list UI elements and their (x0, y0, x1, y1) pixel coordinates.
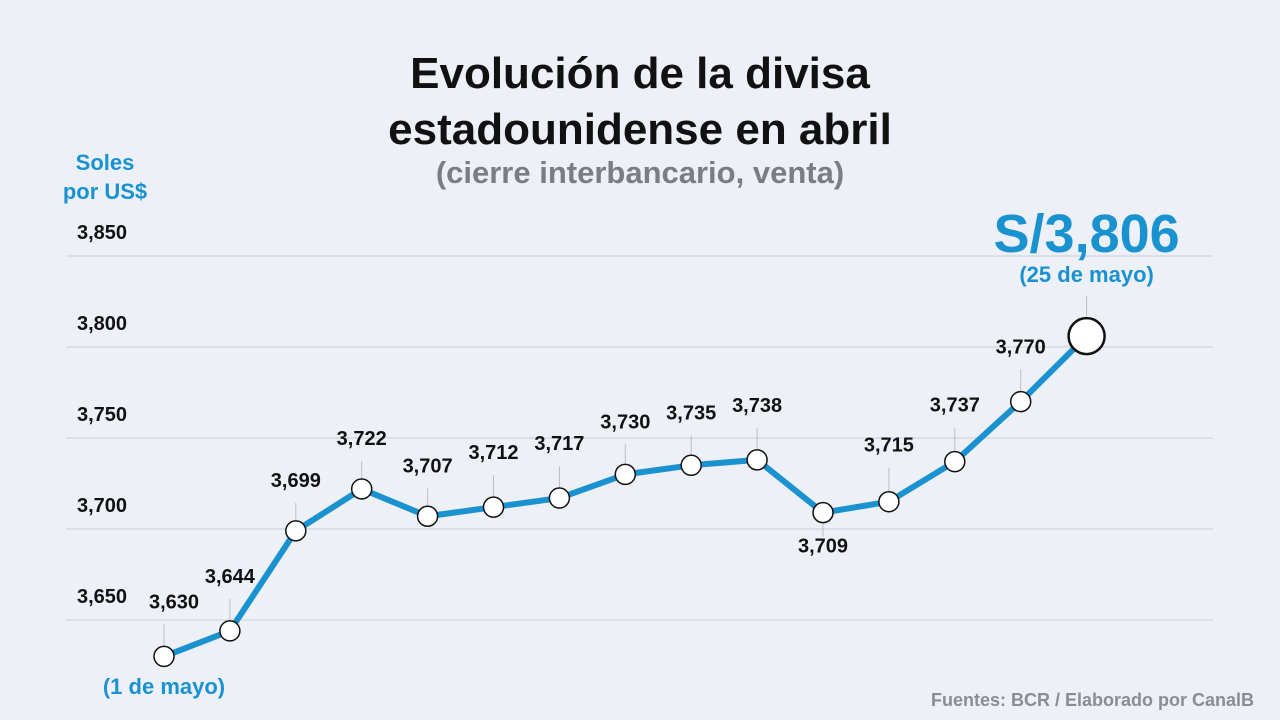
data-point (416, 505, 439, 528)
data-point (944, 450, 966, 473)
y-tick-label: 3,800 (77, 313, 127, 335)
data-label: 3,735 (666, 402, 716, 424)
data-label: 3,630 (149, 591, 199, 613)
start-date-label: (1 de mayo) (103, 674, 225, 699)
data-point (1009, 390, 1032, 413)
y-tick-label: 3,700 (77, 495, 127, 517)
data-label: 3,707 (403, 455, 453, 477)
data-point (153, 645, 175, 668)
source-note: Fuentes: BCR / Elaborado por CanalB (930, 690, 1254, 710)
y-tick-label: 3,850 (77, 222, 127, 244)
highlight-date: (25 de mayo) (1019, 262, 1154, 287)
data-point (482, 496, 505, 518)
series-line (161, 333, 1090, 660)
y-axis-label: Soles por US$ (40, 148, 170, 206)
data-label: 3,770 (996, 337, 1046, 359)
data-label: 3,644 (205, 566, 256, 588)
data-label: 3,737 (930, 395, 980, 417)
data-point (350, 478, 373, 500)
y-tick-label: 3,750 (77, 404, 127, 426)
data-label: 3,709 (798, 536, 848, 558)
data-label: 3,722 (337, 428, 387, 450)
chart-title-line-2: estadounidense en abril (388, 105, 892, 154)
data-point (878, 490, 900, 513)
data-point (548, 487, 571, 509)
chart-title-line-1: Evolución de la divisa (410, 49, 870, 98)
data-point (219, 620, 241, 642)
data-point (680, 454, 702, 477)
data-label: 3,715 (864, 435, 914, 457)
data-label: 3,738 (732, 395, 782, 417)
data-point (812, 501, 834, 524)
highlight-value: S/3,806 (994, 204, 1180, 264)
data-label: 3,712 (468, 442, 518, 464)
y-tick-label: 3,650 (77, 586, 127, 608)
chart-subtitle: (cierre interbancario, venta) (435, 155, 845, 190)
y-axis-label-line-1: Soles (75, 150, 135, 175)
data-label: 3,699 (271, 470, 321, 492)
highlight-point (1067, 316, 1106, 356)
data-label: 3,717 (534, 433, 584, 455)
data-point (285, 520, 307, 542)
y-axis-label-line-2: por US$ (62, 179, 148, 204)
data-label: 3,730 (600, 411, 650, 433)
data-point (746, 449, 768, 471)
data-point (614, 463, 637, 486)
